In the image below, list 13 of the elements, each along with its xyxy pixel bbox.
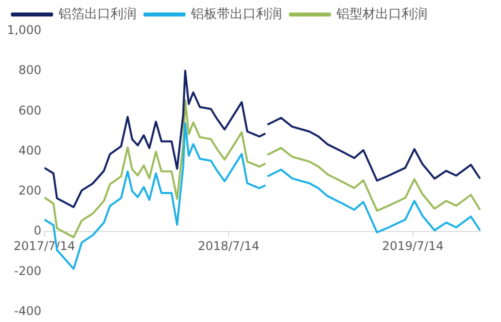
y-tick-label: 600 <box>18 103 42 118</box>
legend-label: 铝型材出口利润 <box>336 6 428 22</box>
y-tick-label: -200 <box>14 264 42 278</box>
x-tick-label: 2019/7/14 <box>382 238 444 253</box>
legend-label: 铝箔出口利润 <box>58 6 136 22</box>
y-tick-label: 800 <box>18 63 42 78</box>
legend-label: 铝板带出口利润 <box>190 6 282 22</box>
y-tick-label: 1,000 <box>6 23 42 38</box>
y-tick-label: -400 <box>14 304 42 318</box>
x-tick-label: 2018/7/14 <box>198 238 260 253</box>
y-tick-label: 200 <box>18 184 42 198</box>
y-tick-label: 0 <box>34 224 42 238</box>
y-tick-label: 400 <box>18 143 42 158</box>
